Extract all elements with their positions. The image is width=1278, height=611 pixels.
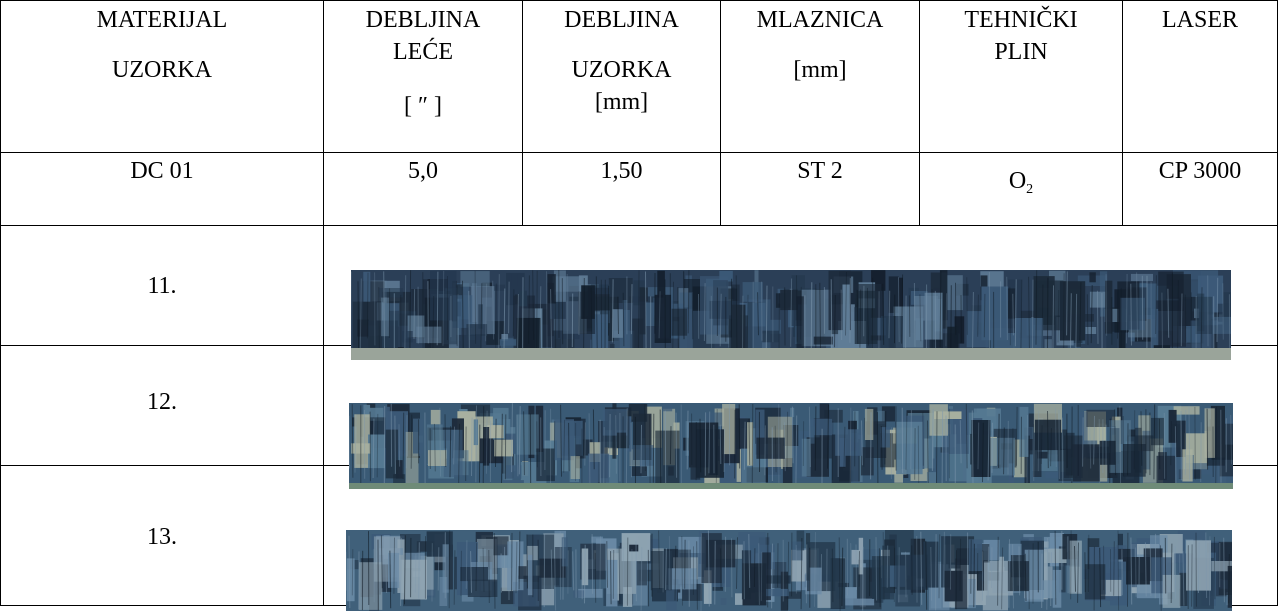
header-lens-thickness: DEBLJINA LEĆE [ ″ ] [323, 0, 523, 153]
texture-12 [349, 403, 1233, 489]
gas-subscript: 2 [1026, 182, 1034, 197]
header-laser: LASER [1122, 0, 1278, 153]
sample-label-cell: 11. [0, 225, 324, 346]
header-gas: TEHNIČKI PLIN [919, 0, 1123, 153]
cut-edge-photo-13 [346, 530, 1232, 611]
header-nozzle: MLAZNICA [mm] [720, 0, 920, 153]
texture-13 [346, 530, 1232, 611]
texture-11 [351, 270, 1231, 360]
cut-edge-photo-12 [349, 403, 1233, 489]
sample-label-cell: 13. [0, 465, 324, 606]
cell-nozzle: ST 2 [720, 152, 920, 226]
parameters-row: DC 01 5,0 1,50 ST 2 O2 CP 3000 [0, 152, 1278, 226]
gas-formula: O [1008, 168, 1027, 194]
header-material: MATERIJAL UZORKA [0, 0, 324, 153]
cell-sample-thickness: 1,50 [522, 152, 721, 226]
cell-gas: O2 [919, 152, 1123, 226]
sample-label-cell: 12. [0, 345, 324, 466]
cell-lens-thickness: 5,0 [323, 152, 523, 226]
header-sample-thickness: DEBLJINA UZORKA [mm] [522, 0, 721, 153]
header-row: MATERIJAL UZORKA DEBLJINA LEĆE [ ″ ] DEB… [0, 0, 1278, 153]
cell-laser: CP 3000 [1122, 152, 1278, 226]
cut-edge-photo-11 [351, 270, 1231, 360]
cell-material: DC 01 [0, 152, 324, 226]
